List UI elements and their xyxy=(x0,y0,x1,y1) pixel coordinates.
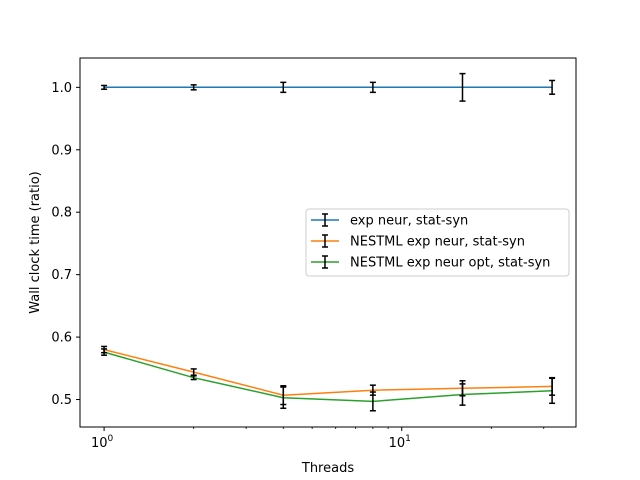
legend-entry-1: exp neur, stat-syn xyxy=(311,213,468,229)
legend-label: NESTML exp neur opt, stat-syn xyxy=(350,256,550,271)
y-tick-label: 0.9 xyxy=(51,143,72,158)
y-tick-label: 0.5 xyxy=(51,393,72,408)
y-tick-label: 0.6 xyxy=(51,331,72,346)
errorbar-1 xyxy=(549,79,556,95)
y-tick-label: 0.8 xyxy=(51,206,72,221)
errorbar-1 xyxy=(190,84,197,91)
legend: exp neur, stat-syn NESTML exp neur, stat-… xyxy=(305,208,570,277)
errorbar-1 xyxy=(459,72,466,102)
series-line-3 xyxy=(103,351,553,403)
y-tick-label: 1.0 xyxy=(51,81,72,96)
y-axis-title: Wall clock time (ratio) xyxy=(28,171,43,314)
x-tick-exponent: 0 xyxy=(107,434,113,444)
errorbar-3 xyxy=(369,391,376,412)
errorbar-3 xyxy=(190,375,197,381)
series-layer xyxy=(101,72,556,412)
errorbar-3 xyxy=(549,377,556,405)
legend-label: exp neur, stat-syn xyxy=(350,214,468,229)
x-tick-exponent: 1 xyxy=(405,434,411,444)
legend-label: NESTML exp neur, stat-syn xyxy=(350,235,525,250)
x-axis-title: Threads xyxy=(301,461,354,476)
legend-entry-2: NESTML exp neur, stat-syn xyxy=(311,234,525,250)
errorbar-3 xyxy=(280,386,287,410)
errorbar-1 xyxy=(101,84,108,90)
legend-entry-3: NESTML exp neur opt, stat-syn xyxy=(311,255,550,271)
plot-frame xyxy=(79,57,577,428)
errorbar-1 xyxy=(369,81,376,94)
errorbar-3 xyxy=(101,348,108,356)
legend-box xyxy=(305,208,570,277)
y-tick-label: 0.7 xyxy=(51,268,72,283)
errorbar-1 xyxy=(280,81,287,94)
errorbar-3 xyxy=(459,383,466,406)
series-line-2 xyxy=(103,348,553,396)
